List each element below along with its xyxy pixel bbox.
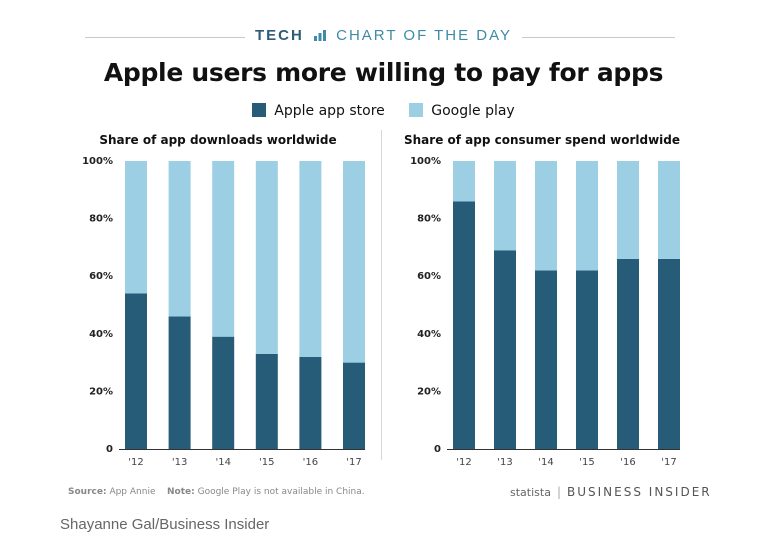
x-tick-label: '13 xyxy=(172,457,187,468)
bar-apple-app-store xyxy=(255,353,278,449)
bar-apple-app-store xyxy=(576,270,598,449)
bar-google-play xyxy=(255,161,278,354)
chart-subtitle: Share of app consumer spend worldwide xyxy=(404,133,680,147)
legend-label-apple: Apple app store xyxy=(274,103,385,119)
business-insider-logo: BUSINESS INSIDER xyxy=(567,485,712,499)
bar-google-play xyxy=(299,161,322,357)
y-tick-label: 80% xyxy=(89,214,113,225)
y-tick-label: 40% xyxy=(417,329,441,340)
bar-google-play xyxy=(453,161,475,202)
legend-item-apple: Apple app store xyxy=(252,103,385,119)
footer-note: Note: Google Play is not available in Ch… xyxy=(167,487,365,497)
bar-google-play xyxy=(535,161,557,271)
bar-google-play xyxy=(658,161,680,259)
footer-separator: | xyxy=(556,485,561,499)
footer-brand: statista | BUSINESS INSIDER xyxy=(510,485,712,499)
legend-swatch-apple xyxy=(252,103,267,117)
footer-note-text: Google Play is not available in China. xyxy=(197,487,365,497)
x-tick-label: '12 xyxy=(128,457,143,468)
bar-google-play xyxy=(125,161,147,294)
chart-downloads: Share of app downloads worldwide 0 20% 40% 6… xyxy=(82,133,365,468)
x-tick-label: '14 xyxy=(538,457,553,468)
y-tick-label: 20% xyxy=(89,386,113,397)
bar-google-play xyxy=(576,161,598,271)
header-chart-of-the-day: CHART OF THE DAY xyxy=(336,27,513,44)
bar-google-play xyxy=(168,161,191,317)
footer-source: Source: App Annie xyxy=(68,487,155,497)
footer-note-label: Note: xyxy=(167,487,195,497)
bar-apple-app-store xyxy=(453,201,475,449)
bar-apple-app-store xyxy=(299,356,322,449)
bar-apple-app-store xyxy=(617,258,639,449)
x-tick-label: '17 xyxy=(346,457,361,468)
statista-logo: statista xyxy=(510,486,551,499)
bar-apple-app-store xyxy=(494,250,516,449)
header-banner: TECH CHART OF THE DAY xyxy=(0,27,767,45)
y-tick-label: 0 xyxy=(434,444,441,455)
chart-divider xyxy=(381,130,382,460)
x-tick-label: '17 xyxy=(661,457,676,468)
legend-swatch-google xyxy=(409,103,424,117)
image-credit: Shayanne Gal/Business Insider xyxy=(60,516,270,533)
chart-title: Apple users more willing to pay for apps xyxy=(103,58,664,87)
bar-google-play xyxy=(212,161,235,337)
y-tick-label: 20% xyxy=(417,386,441,397)
y-tick-label: 100% xyxy=(82,156,113,167)
legend-label-google: Google play xyxy=(431,103,515,119)
x-tick-label: '15 xyxy=(579,457,594,468)
bar-google-play xyxy=(617,161,639,259)
y-tick-label: 40% xyxy=(89,329,113,340)
bar-chart-icon xyxy=(313,30,326,41)
chart-subtitle: Share of app downloads worldwide xyxy=(99,133,336,147)
x-tick-label: '15 xyxy=(259,457,274,468)
footer-source-text: App Annie xyxy=(109,487,156,497)
bar-apple-app-store xyxy=(125,293,147,449)
bar-google-play xyxy=(343,161,365,363)
footer-source-label: Source: xyxy=(68,487,107,497)
y-tick-label: 0 xyxy=(106,444,113,455)
x-tick-label: '13 xyxy=(497,457,512,468)
y-tick-label: 80% xyxy=(417,214,441,225)
y-tick-label: 60% xyxy=(417,271,441,282)
x-tick-label: '16 xyxy=(620,457,635,468)
x-tick-label: '14 xyxy=(215,457,230,468)
bar-apple-app-store xyxy=(658,258,680,449)
chart-consumer-spend: Share of app consumer spend worldwide 0 20… xyxy=(404,133,680,468)
y-tick-label: 100% xyxy=(410,156,441,167)
y-tick-label: 60% xyxy=(89,271,113,282)
bar-apple-app-store xyxy=(535,270,557,449)
legend-item-google: Google play xyxy=(409,103,515,119)
header-tech: TECH xyxy=(254,27,304,44)
x-tick-label: '16 xyxy=(303,457,318,468)
legend: Apple app store Google play xyxy=(0,103,767,119)
bar-google-play xyxy=(494,161,516,251)
x-tick-label: '12 xyxy=(456,457,471,468)
bar-apple-app-store xyxy=(343,362,365,449)
bar-apple-app-store xyxy=(168,316,191,449)
bar-apple-app-store xyxy=(212,336,235,449)
